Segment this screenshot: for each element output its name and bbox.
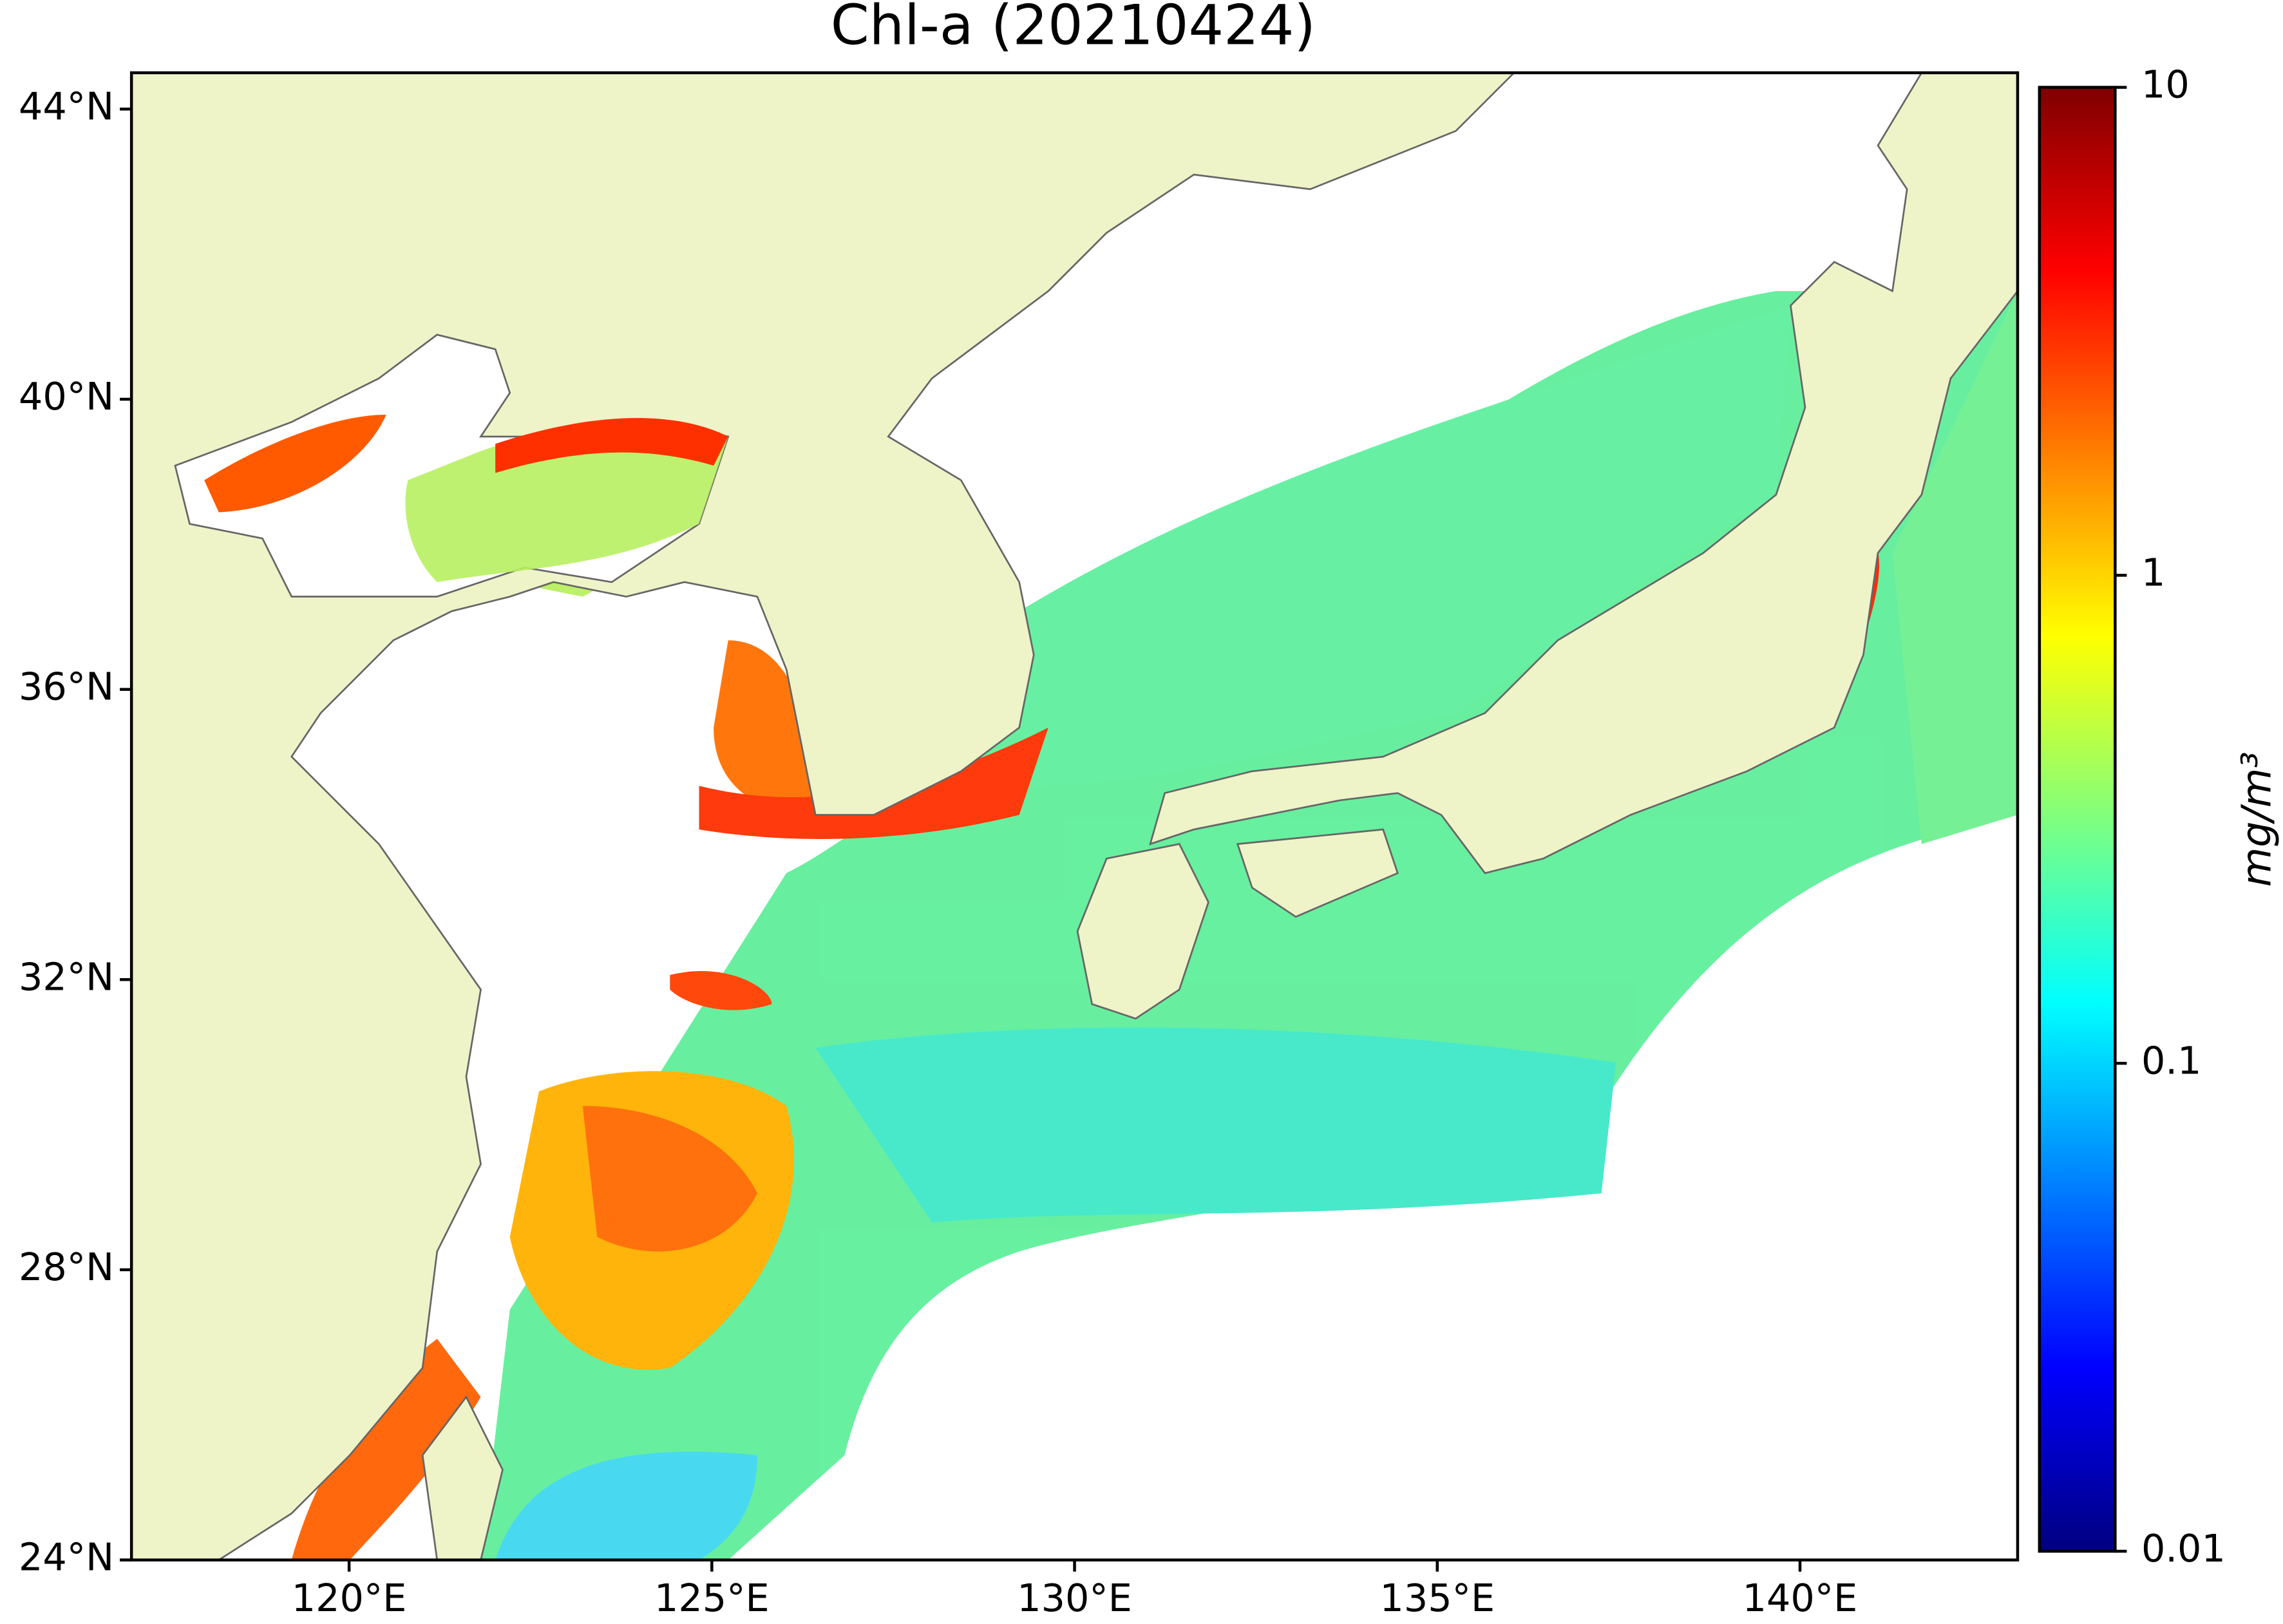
x-tick-label: 140°E — [1743, 1576, 1858, 1620]
colorbar-tick-label: 0.1 — [2141, 1038, 2201, 1082]
y-tick-label: 32°N — [19, 954, 114, 999]
y-tick-label: 40°N — [19, 374, 114, 419]
colorbar-tick-label: 1 — [2141, 551, 2165, 595]
y-tick-label: 36°N — [19, 665, 114, 709]
y-tick-label: 28°N — [19, 1245, 114, 1289]
chl-field — [204, 415, 386, 513]
map — [131, 72, 2018, 1560]
x-tick-label: 125°E — [654, 1576, 770, 1620]
colorbar-tick-label: 0.01 — [2141, 1526, 2226, 1571]
x-tick-label: 135°E — [1379, 1576, 1495, 1620]
colorbar-tick-label: 10 — [2141, 62, 2190, 107]
y-tick-label: 44°N — [19, 84, 114, 128]
colorbar-label: mg/m³ — [2233, 751, 2280, 887]
chart-title: Chl-a (20210424) — [831, 0, 1316, 58]
chl-field — [405, 419, 728, 582]
chl-field — [495, 418, 728, 473]
colorbar — [2038, 86, 2117, 1553]
x-tick-label: 120°E — [292, 1576, 407, 1620]
x-tick-label: 130°E — [1017, 1576, 1132, 1620]
y-tick-label: 24°N — [19, 1535, 114, 1580]
